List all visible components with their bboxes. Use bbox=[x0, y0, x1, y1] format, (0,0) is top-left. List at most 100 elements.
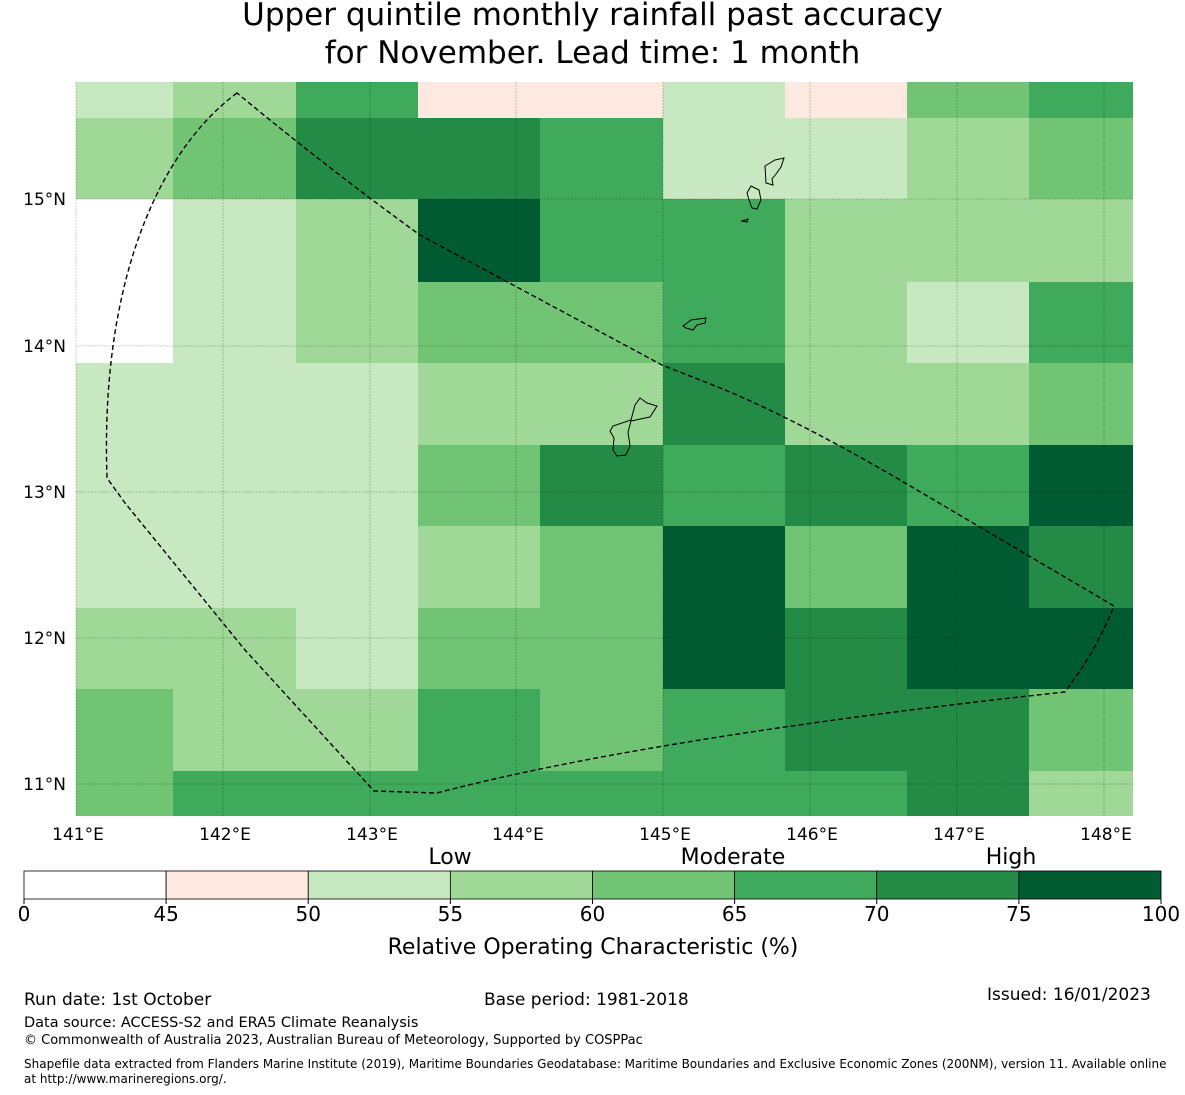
colorbar-bin bbox=[592, 870, 736, 900]
longitude-label: 148°E bbox=[1080, 825, 1132, 845]
grid-cell bbox=[540, 526, 663, 608]
grid-cell bbox=[76, 771, 173, 816]
longitude-label: 144°E bbox=[492, 825, 544, 845]
grid-cell bbox=[296, 199, 418, 282]
longitude-label: 146°E bbox=[786, 825, 838, 845]
grid-cell bbox=[663, 282, 785, 363]
grid-cell bbox=[1029, 82, 1133, 118]
grid-cell bbox=[1029, 363, 1133, 445]
colorbar-bin bbox=[1018, 870, 1162, 900]
grid-cell bbox=[540, 363, 663, 445]
grid-cell bbox=[907, 199, 1029, 282]
island-anatahan bbox=[764, 157, 785, 186]
grid-cell bbox=[173, 526, 296, 608]
latitude-label: 13°N bbox=[23, 483, 66, 503]
grid-cell bbox=[540, 199, 663, 282]
grid-cell bbox=[663, 526, 785, 608]
issued-date: Issued: 16/01/2023 bbox=[987, 985, 1151, 1005]
colorbar-tick-label: 0 bbox=[18, 902, 31, 926]
colorbar-label-high: High bbox=[986, 845, 1037, 870]
grid-cell bbox=[418, 199, 540, 282]
run-date: Run date: 1st October bbox=[24, 990, 212, 1010]
grid-cell bbox=[907, 526, 1029, 608]
island-rota bbox=[682, 317, 707, 331]
grid-cell bbox=[540, 445, 663, 526]
grid-cell bbox=[1029, 526, 1133, 608]
colorbar-tick-label: 75 bbox=[1006, 902, 1031, 926]
grid-cell bbox=[173, 689, 296, 771]
grid-cell bbox=[418, 526, 540, 608]
grid-cell bbox=[76, 282, 173, 363]
longitude-label: 142°E bbox=[199, 825, 251, 845]
grid-cell bbox=[76, 82, 173, 118]
grid-cell bbox=[907, 282, 1029, 363]
colorbar-bin bbox=[23, 870, 167, 900]
title-line-2: for November. Lead time: 1 month bbox=[324, 35, 861, 71]
grid-cell bbox=[663, 445, 785, 526]
grid-cell bbox=[1029, 689, 1133, 771]
colorbar-tick-label: 60 bbox=[580, 902, 605, 926]
grid-cell bbox=[663, 608, 785, 689]
grid-cell bbox=[173, 82, 296, 118]
grid-cell bbox=[76, 689, 173, 771]
grid-cell bbox=[173, 199, 296, 282]
grid-cell bbox=[173, 282, 296, 363]
longitude-label: 141°E bbox=[52, 825, 104, 845]
grid-cell bbox=[663, 82, 785, 118]
grid-cell bbox=[663, 118, 785, 199]
island-saipan bbox=[746, 185, 762, 210]
colorbar-label-low: Low bbox=[428, 845, 471, 870]
colorbar-bin bbox=[876, 870, 1020, 900]
grid-cell bbox=[663, 199, 785, 282]
latitude-label: 12°N bbox=[23, 629, 66, 649]
grid-cell bbox=[663, 363, 785, 445]
grid-cell bbox=[907, 118, 1029, 199]
grid-cell bbox=[173, 118, 296, 199]
shapefile-credit-line-2: at http://www.marineregions.org/. bbox=[24, 1072, 227, 1086]
grid-cell bbox=[1029, 118, 1133, 199]
grid-cell bbox=[907, 608, 1029, 689]
grid-cell bbox=[418, 363, 540, 445]
colorbar: 0 45 50 55 60 65 70 75 100 bbox=[18, 870, 1180, 926]
colorbar-tick-label: 50 bbox=[296, 902, 321, 926]
grid-cell bbox=[418, 282, 540, 363]
title-line-1: Upper quintile monthly rainfall past acc… bbox=[242, 0, 943, 33]
grid-cell bbox=[418, 445, 540, 526]
map-title: Upper quintile monthly rainfall past acc… bbox=[0, 0, 1185, 72]
grid-cell bbox=[540, 282, 663, 363]
grid-cell bbox=[296, 445, 418, 526]
island-guam bbox=[609, 397, 658, 457]
grid-cell bbox=[1029, 282, 1133, 363]
grid-cell bbox=[785, 689, 907, 771]
colorbar-bin bbox=[734, 870, 878, 900]
islands bbox=[609, 157, 785, 457]
grid-cell bbox=[663, 771, 785, 816]
grid-cell bbox=[418, 608, 540, 689]
grid-cell bbox=[76, 445, 173, 526]
grid-cell bbox=[907, 363, 1029, 445]
grid-cell bbox=[296, 689, 418, 771]
grid-cell bbox=[785, 771, 907, 816]
grid-cell bbox=[1029, 608, 1133, 689]
grid-cell bbox=[907, 445, 1029, 526]
latitude-label: 11°N bbox=[23, 775, 66, 795]
latitude-labels: 15°N 14°N 13°N 12°N 11°N bbox=[23, 190, 66, 795]
grid-cell bbox=[418, 771, 540, 816]
colorbar-tick-label: 45 bbox=[153, 902, 178, 926]
grid-cell bbox=[418, 82, 540, 118]
grid-cell bbox=[173, 608, 296, 689]
colorbar-label-moderate: Moderate bbox=[681, 845, 786, 870]
grid-cell bbox=[76, 118, 173, 199]
roc-grid bbox=[76, 82, 1133, 816]
base-period: Base period: 1981-2018 bbox=[484, 990, 689, 1010]
colorbar-tick-label: 70 bbox=[864, 902, 889, 926]
grid-cell bbox=[1029, 445, 1133, 526]
grid-cell bbox=[1029, 199, 1133, 282]
grid-cell bbox=[296, 282, 418, 363]
grid-cell bbox=[418, 689, 540, 771]
colorbar-bin bbox=[449, 870, 593, 900]
longitude-label: 147°E bbox=[933, 825, 985, 845]
data-source: Data source: ACCESS-S2 and ERA5 Climate … bbox=[24, 1015, 419, 1031]
grid-cell bbox=[785, 82, 907, 118]
grid-cell bbox=[76, 199, 173, 282]
